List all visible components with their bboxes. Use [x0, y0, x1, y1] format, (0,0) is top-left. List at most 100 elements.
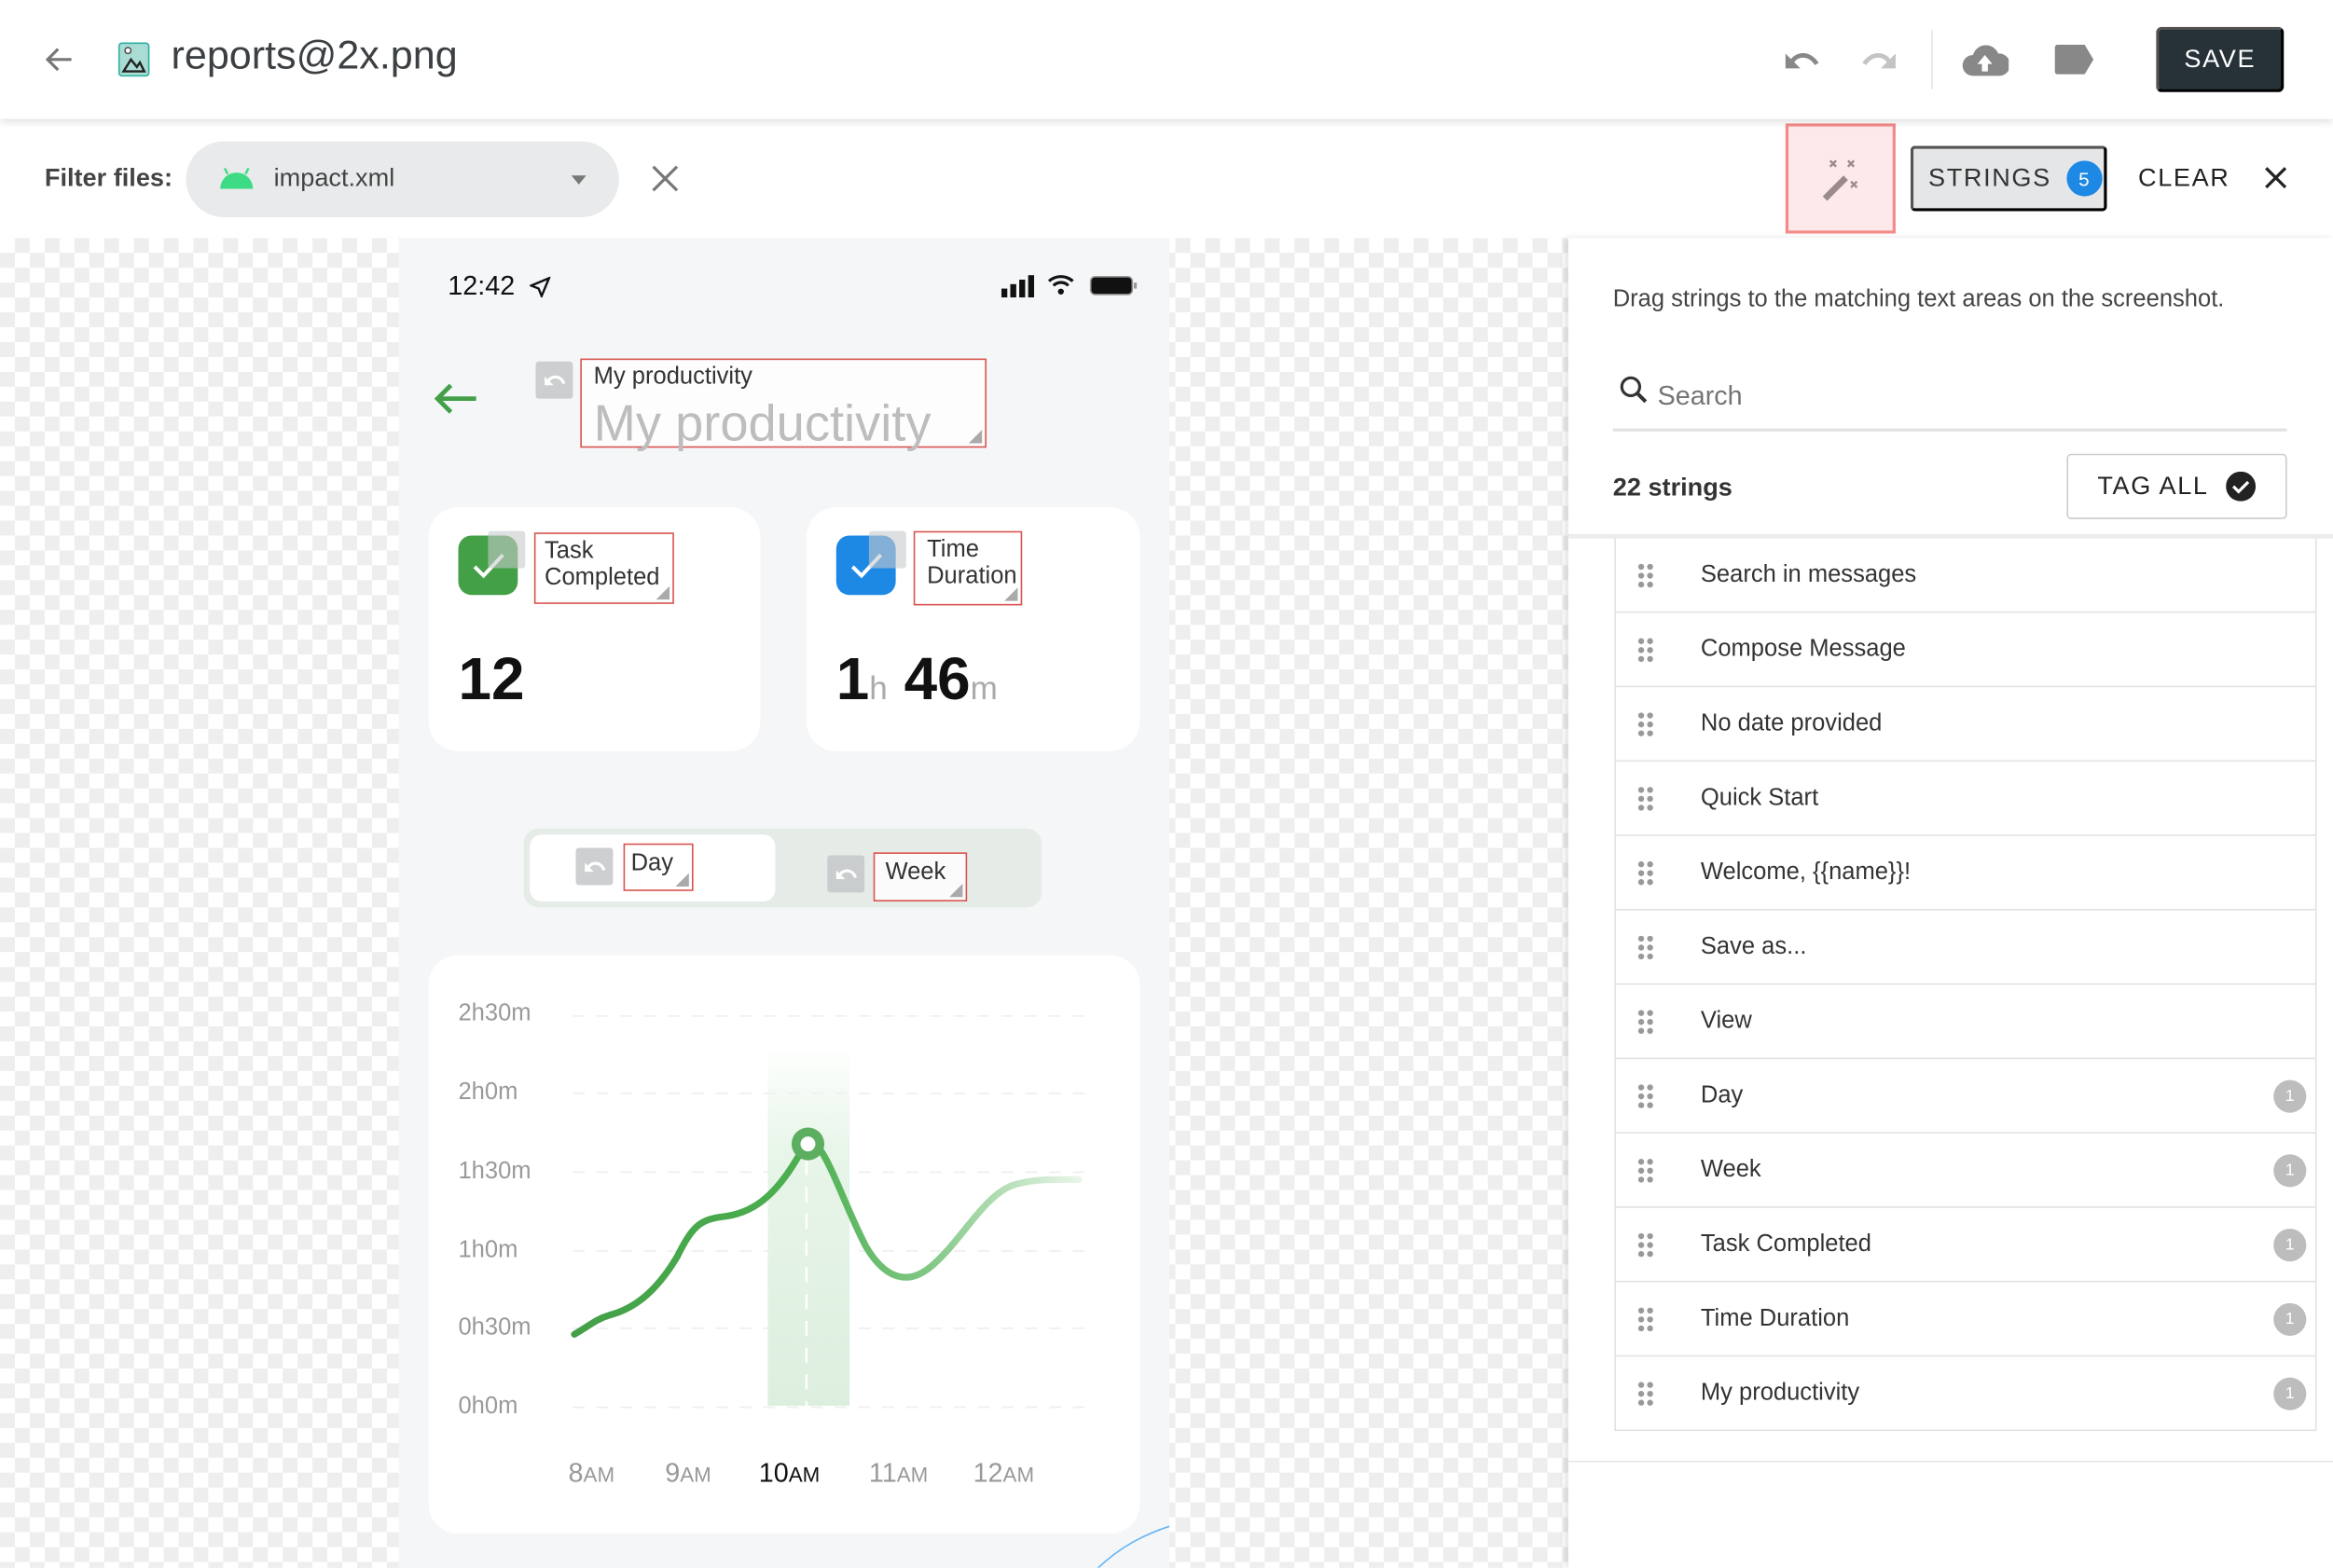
undo-tag-icon[interactable]	[868, 530, 906, 569]
minutes: 46	[904, 647, 971, 713]
unit: m	[970, 669, 998, 707]
string-list-item[interactable]: No date provided	[1614, 687, 2317, 762]
tag-area-week[interactable]: Week	[873, 852, 968, 901]
hours: 1	[835, 647, 870, 713]
status-time: 12:42	[448, 270, 516, 301]
drag-handle-icon[interactable]	[1636, 563, 1654, 588]
segment-week-label: Week	[885, 860, 946, 886]
save-button[interactable]: SAVE	[2156, 26, 2285, 92]
tag-line: Time	[927, 537, 979, 563]
string-list-item[interactable]: Day 1	[1614, 1059, 2317, 1134]
x-tick-label: 9AM	[665, 1457, 711, 1488]
string-list-item[interactable]: Save as...	[1614, 910, 2317, 985]
decorative-curve	[1097, 1525, 1170, 1568]
x-tick-label: 8AM	[568, 1457, 615, 1488]
productivity-chart	[571, 1015, 1094, 1409]
undo-tag-icon[interactable]	[535, 361, 573, 399]
drag-handle-icon[interactable]	[1636, 1307, 1654, 1332]
drag-handle-icon[interactable]	[1636, 935, 1654, 960]
back-arrow-icon[interactable]	[42, 42, 77, 77]
tag-area-title[interactable]: My productivity My productivity	[580, 358, 987, 452]
usage-count-badge: 1	[2273, 1079, 2307, 1112]
chevron-down-icon	[571, 175, 587, 185]
strings-panel: Drag strings to the matching text areas …	[1567, 238, 2333, 1568]
x-tick-label: 12AM	[973, 1457, 1035, 1488]
string-label: Day	[1700, 1081, 1744, 1107]
drag-handle-icon[interactable]	[1636, 712, 1654, 736]
auto-tag-button[interactable]	[1785, 123, 1896, 234]
string-list-item[interactable]: Week 1	[1614, 1133, 2317, 1208]
usage-count-badge: 1	[2273, 1153, 2307, 1187]
string-list-item[interactable]: Quick Start	[1614, 761, 2317, 836]
strings-button[interactable]: STRINGS 5	[1910, 145, 2107, 212]
string-label: Compose Message	[1700, 636, 1906, 662]
segment-day-label: Day	[630, 850, 673, 876]
string-list-item[interactable]: Welcome, {{name}}!	[1614, 835, 2317, 911]
undo-tag-icon[interactable]	[488, 530, 526, 569]
string-list-item[interactable]: My productivity 1	[1614, 1356, 2317, 1432]
drag-handle-icon[interactable]	[1636, 1159, 1654, 1183]
strings-count-badge: 5	[2065, 160, 2103, 197]
string-list-item[interactable]: Search in messages	[1614, 538, 2317, 613]
clear-label: CLEAR	[2138, 163, 2230, 192]
clear-filter-icon[interactable]	[650, 164, 680, 194]
strings-label: STRINGS	[1928, 163, 2051, 192]
drag-handle-icon[interactable]	[1636, 638, 1654, 663]
drag-handle-icon[interactable]	[1636, 1382, 1654, 1406]
usage-count-badge: 1	[2273, 1302, 2307, 1336]
drag-handle-icon[interactable]	[1636, 1084, 1654, 1108]
close-icon	[2265, 167, 2287, 189]
peak-marker-center	[800, 1136, 816, 1152]
drag-handle-icon[interactable]	[1636, 1010, 1654, 1035]
tag-line: Completed	[545, 565, 660, 591]
android-icon	[220, 168, 254, 189]
search-input[interactable]	[1657, 375, 2283, 417]
image-file-icon	[117, 42, 150, 77]
tag-area-day[interactable]: Day	[623, 843, 694, 891]
strings-count: 22 strings	[1612, 473, 1732, 502]
back-arrow-icon	[434, 383, 476, 414]
magic-wand-icon	[1822, 159, 1858, 201]
file-filter-select[interactable]: impact.xml	[186, 141, 619, 217]
string-list-item[interactable]: View	[1614, 984, 2317, 1060]
string-list-item[interactable]: Compose Message	[1614, 612, 2317, 688]
y-tick-label: 0h30m	[458, 1314, 531, 1341]
drag-handle-icon[interactable]	[1636, 1232, 1654, 1258]
clear-button[interactable]: CLEAR	[2138, 164, 2287, 194]
undo-icon[interactable]	[1783, 42, 1825, 77]
tag-all-button[interactable]: TAG ALL	[2066, 453, 2287, 519]
period-segmented-control: Day Week	[523, 828, 1042, 908]
status-icons	[1001, 275, 1138, 298]
drag-handle-icon[interactable]	[1636, 860, 1654, 886]
tag-icon[interactable]	[2054, 44, 2097, 75]
tag-area-task-completed[interactable]: Task Completed	[533, 532, 674, 604]
duration-value: 1h 46m	[836, 647, 998, 714]
undo-tag-icon[interactable]	[575, 847, 614, 886]
x-tick-label-selected: 10AM	[758, 1457, 821, 1488]
tasks-value: 12	[458, 647, 525, 713]
divider	[1931, 29, 1933, 89]
string-label: Search in messages	[1700, 561, 1917, 587]
string-label: My productivity	[1700, 1380, 1860, 1406]
redo-icon[interactable]	[1857, 42, 1898, 77]
tag-area-time-duration[interactable]: Time Duration	[913, 530, 1023, 606]
drag-handle-icon[interactable]	[1636, 787, 1654, 811]
string-label: View	[1700, 1008, 1752, 1034]
string-list-item[interactable]: Task Completed 1	[1614, 1207, 2317, 1283]
title-original: My productivity	[593, 395, 932, 453]
cloud-upload-icon[interactable]	[1961, 40, 2009, 78]
string-label: Quick Start	[1700, 784, 1819, 810]
tag-all-label: TAG ALL	[2097, 471, 2209, 501]
app-header: reports@2x.png SAVE	[0, 0, 2333, 119]
drag-hint: Drag strings to the matching text areas …	[1612, 286, 2225, 313]
string-list-item[interactable]: Time Duration 1	[1614, 1282, 2317, 1357]
selected-file: impact.xml	[273, 163, 395, 192]
tag-line: Task	[545, 538, 594, 564]
y-tick-label: 2h30m	[458, 1000, 531, 1027]
y-tick-label: 0h0m	[458, 1394, 518, 1420]
y-tick-label: 1h30m	[458, 1159, 531, 1185]
undo-tag-icon[interactable]	[827, 855, 865, 893]
string-label: No date provided	[1700, 709, 1883, 736]
file-title: reports@2x.png	[171, 33, 458, 77]
string-label: Week	[1700, 1156, 1761, 1182]
